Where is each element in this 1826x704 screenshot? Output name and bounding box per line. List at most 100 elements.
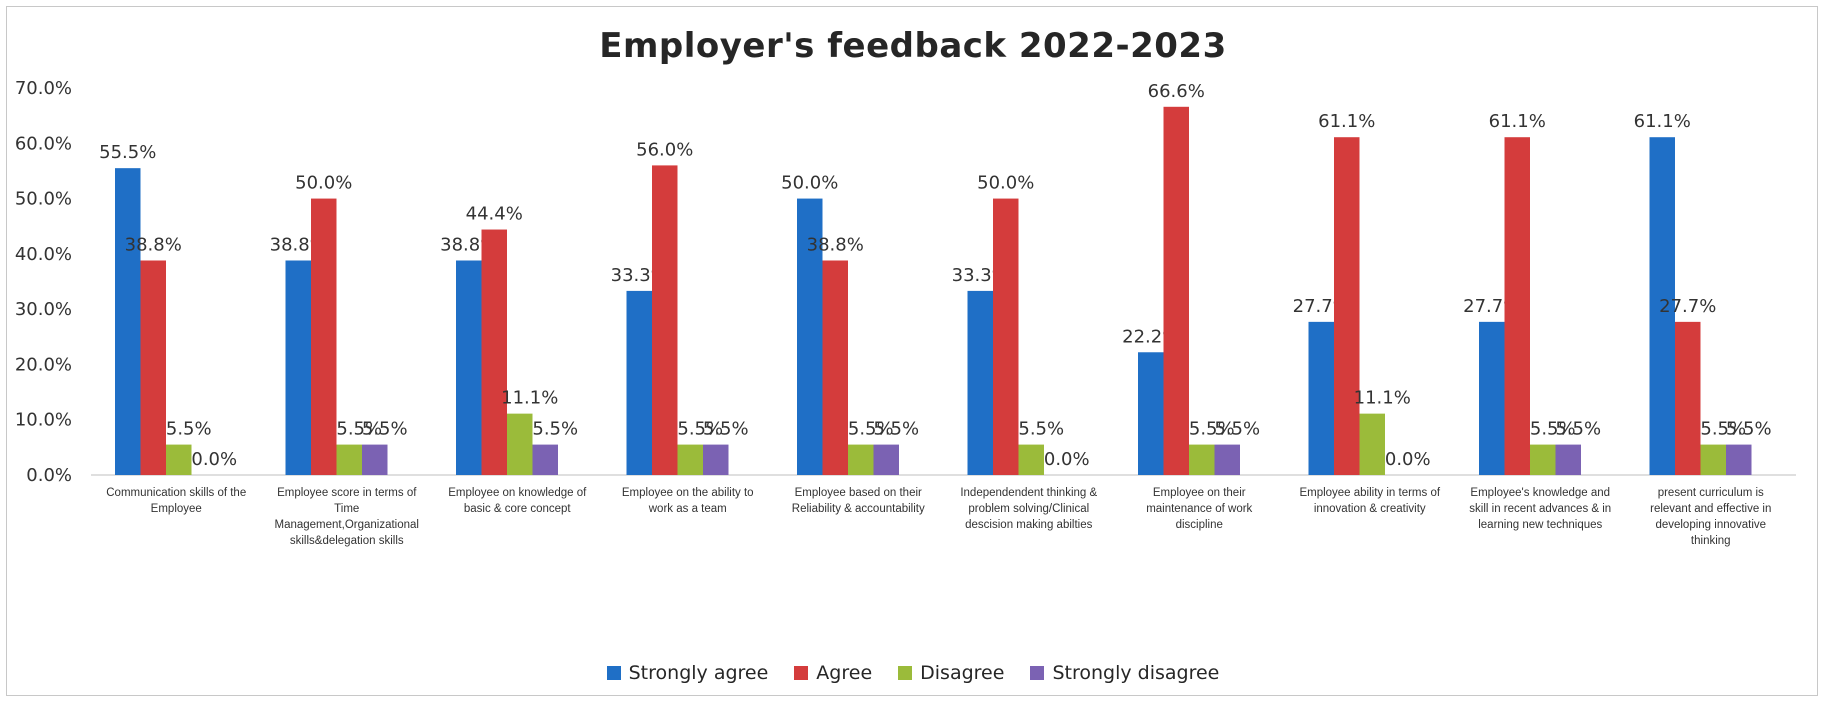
legend-label: Strongly agree [628, 662, 769, 684]
data-label: 61.1% [1634, 111, 1691, 132]
bar-disagree [1530, 444, 1556, 475]
bar-strongly-agree [626, 290, 652, 475]
category-label: skill in recent advances & in [1469, 503, 1611, 515]
data-label: 5.5% [362, 419, 408, 440]
data-label: 50.0% [295, 173, 352, 194]
data-label: 11.1% [501, 388, 558, 409]
data-label: 50.0% [781, 173, 838, 194]
bar-strongly-agree [1308, 321, 1334, 475]
category-label: problem solving/Clinical [968, 503, 1089, 515]
legend-swatch [1030, 666, 1045, 680]
bar-disagree [336, 444, 362, 475]
category-label: skills&delegation skills [290, 535, 404, 547]
category-label: Independendent thinking & [960, 487, 1097, 499]
data-label: 44.4% [466, 204, 523, 225]
legend-item: Strongly disagree [1030, 662, 1219, 684]
data-label: 5.5% [336, 419, 382, 440]
bar-strongly-agree [115, 168, 141, 475]
data-label: 5.5% [873, 419, 919, 440]
data-label: 55.5% [99, 142, 156, 163]
bar-agree [822, 260, 848, 475]
category-label: basic & core concept [464, 503, 572, 515]
data-label: 5.5% [166, 419, 212, 440]
bar-agree [652, 165, 678, 475]
data-label: 0.0% [1044, 449, 1090, 470]
data-label: 56.0% [636, 139, 693, 160]
y-tick-label: 30.0% [15, 299, 72, 320]
category-label: Management,Organizational [275, 519, 419, 531]
bar-disagree [1359, 413, 1385, 475]
category-label: Employee score in terms of [277, 487, 417, 499]
data-label: 5.5% [532, 419, 578, 440]
y-tick-label: 60.0% [15, 133, 72, 154]
category-label: maintenance of work [1146, 503, 1252, 515]
data-label: 5.5% [1189, 419, 1235, 440]
category-label: Employee on the ability to [622, 487, 754, 499]
category-label: developing innovative [1655, 519, 1766, 531]
legend-item: Agree [794, 662, 872, 684]
bar-strongly-agree [1138, 352, 1164, 475]
legend-swatch [898, 666, 913, 680]
category-label: Communication skills of the [106, 487, 246, 499]
legend-label: Agree [816, 662, 873, 684]
bar-agree [1163, 106, 1189, 475]
data-label: 5.5% [703, 419, 749, 440]
bar-strongly-disagree [1726, 444, 1752, 475]
category-label: present curriculum is [1658, 487, 1764, 499]
category-label: learning new techniques [1478, 519, 1602, 531]
data-label: 5.5% [1018, 419, 1064, 440]
bar-strongly-agree [285, 260, 311, 475]
data-label: 5.5% [1530, 419, 1576, 440]
y-tick-label: 70.0% [15, 78, 72, 99]
legend-item: Strongly agree [606, 662, 769, 684]
bar-strongly-disagree [703, 444, 729, 475]
data-label: 5.5% [677, 419, 723, 440]
data-label: 5.5% [848, 419, 894, 440]
bar-disagree [1018, 444, 1044, 475]
data-label: 38.8% [807, 234, 864, 255]
y-tick-label: 20.0% [15, 354, 72, 375]
bar-agree [140, 260, 166, 475]
bar-strongly-agree [456, 260, 482, 475]
bar-strongly-disagree [362, 444, 388, 475]
bar-agree [1504, 137, 1530, 475]
y-tick-label: 0.0% [26, 465, 72, 486]
bar-strongly-disagree [873, 444, 899, 475]
y-tick-label: 40.0% [15, 244, 72, 265]
category-label: relevant and effective in [1650, 503, 1771, 515]
bar-disagree [507, 413, 533, 475]
data-label: 5.5% [1726, 419, 1772, 440]
data-label: 11.1% [1354, 388, 1411, 409]
legend-label: Disagree [920, 662, 1005, 684]
bar-strongly-disagree [1214, 444, 1240, 475]
category-label: Time [334, 503, 359, 515]
legend-item: Disagree [898, 662, 1004, 684]
bar-agree [1675, 321, 1701, 475]
category-label: discipline [1176, 519, 1223, 531]
bar-disagree [848, 444, 874, 475]
category-label: Employee ability in terms of [1299, 487, 1440, 499]
category-label: Reliability & accountability [792, 503, 925, 515]
category-label: Employee on their [1153, 487, 1246, 499]
category-label: work as a team [648, 503, 727, 515]
category-label: Employee based on their [795, 487, 922, 499]
bar-disagree [1700, 444, 1726, 475]
category-label: Employee's knowledge and [1470, 487, 1610, 499]
data-label: 38.8% [125, 234, 182, 255]
bar-agree [481, 229, 507, 475]
data-label: 61.1% [1318, 111, 1375, 132]
bar-agree [311, 198, 337, 476]
data-label: 5.5% [1214, 419, 1260, 440]
bar-strongly-agree [967, 290, 993, 475]
category-label: thinking [1691, 535, 1731, 547]
chart-title: Employer's feedback 2022-2023 [599, 26, 1227, 66]
data-label: 27.7% [1659, 296, 1716, 317]
bar-strongly-disagree [1555, 444, 1581, 475]
legend-label: Strongly disagree [1052, 662, 1220, 684]
category-label: innovation & creativity [1314, 503, 1426, 515]
bar-disagree [677, 444, 703, 475]
data-label: 50.0% [977, 173, 1034, 194]
y-tick-label: 50.0% [15, 189, 72, 210]
chart-legend: Strongly agree Agree Disagree Strongly disa… [0, 662, 1826, 684]
